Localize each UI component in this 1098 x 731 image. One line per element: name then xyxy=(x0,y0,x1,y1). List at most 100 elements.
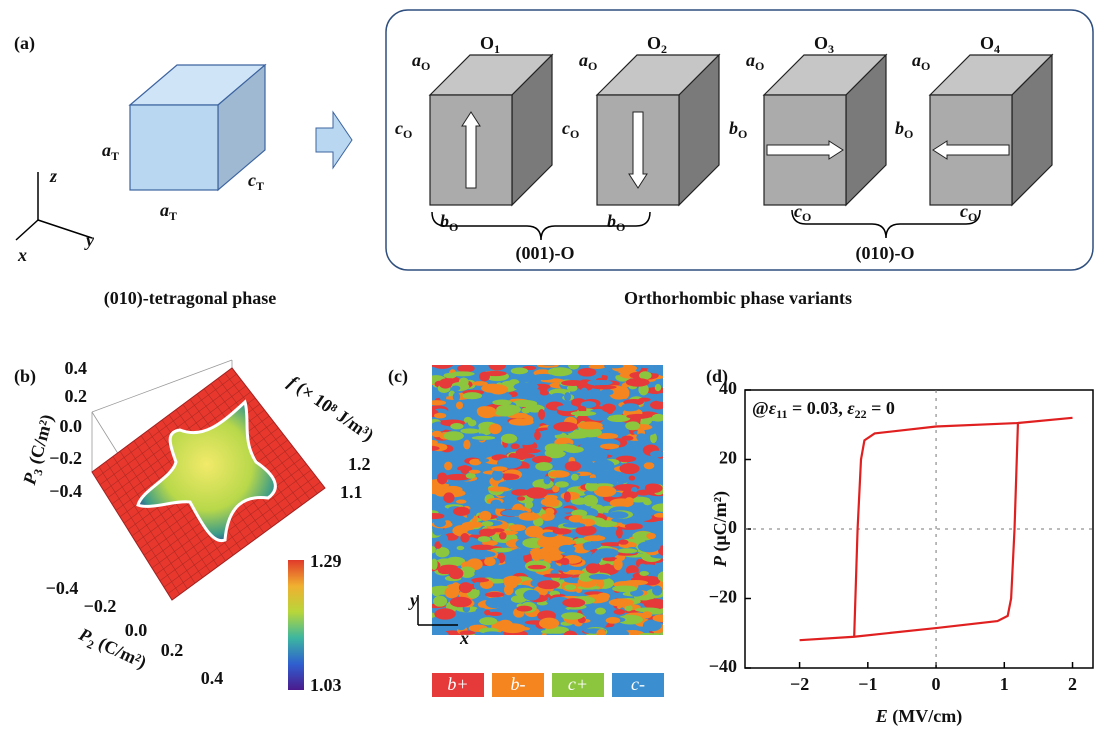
domain xyxy=(644,462,655,469)
lattice-label: cO xyxy=(562,118,579,141)
text-part: c xyxy=(395,118,403,138)
text-part: O xyxy=(755,59,764,73)
domain xyxy=(617,548,637,553)
domain xyxy=(443,486,463,494)
domain xyxy=(451,385,460,390)
domain xyxy=(580,388,588,399)
domain xyxy=(555,481,569,487)
domain xyxy=(437,473,448,485)
page: { "panel_a":{"label":"(a)", "tetragonal"… xyxy=(0,0,1098,731)
domain xyxy=(517,496,525,501)
domain xyxy=(479,511,491,521)
domain xyxy=(625,497,634,504)
domain xyxy=(606,617,621,624)
domain xyxy=(621,403,639,411)
domain xyxy=(428,485,444,494)
text-part: 11 xyxy=(776,407,787,421)
domain xyxy=(456,402,463,410)
figure: (a)aTaTcTzyx(010)-tetragonal phaseO1aOcO… xyxy=(0,0,1098,731)
domain xyxy=(525,501,534,509)
domain xyxy=(645,484,659,491)
text-part: O xyxy=(802,210,811,224)
domain xyxy=(636,490,650,496)
domain xyxy=(564,392,571,401)
colorbar-label: 1.03 xyxy=(310,675,342,695)
lattice-label: aO xyxy=(412,50,430,73)
domain xyxy=(562,598,585,607)
domain xyxy=(421,446,440,451)
domain xyxy=(460,465,469,474)
variant-name: O3 xyxy=(814,33,834,56)
domain xyxy=(516,606,532,612)
domain xyxy=(544,476,551,484)
domain xyxy=(427,400,446,405)
domain xyxy=(457,365,475,373)
domain xyxy=(591,385,617,389)
domain xyxy=(583,478,606,484)
domain xyxy=(500,623,526,633)
axis-name: y xyxy=(408,590,419,610)
text-part: b xyxy=(440,211,449,231)
text-part: O xyxy=(421,59,430,73)
axis-arrow xyxy=(38,220,92,238)
text-part: a xyxy=(912,50,921,70)
domain xyxy=(453,507,470,516)
plot-frame xyxy=(745,390,1093,668)
domain xyxy=(423,630,449,639)
domain xyxy=(535,462,553,471)
domain xyxy=(595,608,606,615)
text-part: O xyxy=(738,127,747,141)
domain xyxy=(474,571,482,576)
tick-label: 0.0 xyxy=(60,416,83,436)
text-part: b xyxy=(729,118,738,138)
domain xyxy=(587,380,612,386)
domain xyxy=(489,424,502,435)
domain xyxy=(514,382,539,391)
domain xyxy=(460,533,469,543)
domain xyxy=(462,521,483,527)
text-part: b xyxy=(607,211,616,231)
panel-label: (b) xyxy=(14,366,36,387)
cube-front xyxy=(130,105,218,190)
colorbar xyxy=(288,560,304,690)
axis-name: z xyxy=(49,166,57,186)
domain xyxy=(533,374,555,380)
domain xyxy=(459,377,469,386)
domain xyxy=(491,528,504,532)
domain xyxy=(537,580,560,589)
domain xyxy=(444,431,464,440)
caption: (010)-tetragonal phase xyxy=(104,288,276,309)
domain xyxy=(450,597,472,608)
domain xyxy=(460,496,482,500)
domain xyxy=(472,436,496,440)
domain xyxy=(613,558,622,570)
domain xyxy=(484,557,496,566)
domain xyxy=(589,574,611,580)
domain xyxy=(616,528,623,537)
text-part: O xyxy=(904,127,913,141)
domain xyxy=(541,630,559,634)
text-part: c xyxy=(248,170,256,190)
variant-name: O2 xyxy=(647,33,667,56)
x-tick-label: −2 xyxy=(790,674,809,694)
text-part: c xyxy=(562,118,570,138)
domain xyxy=(477,406,497,418)
domain xyxy=(482,521,494,526)
domain xyxy=(460,428,479,433)
lattice-label: bO xyxy=(607,211,625,234)
domain xyxy=(609,598,634,606)
text-part: T xyxy=(111,149,119,163)
domain xyxy=(485,597,503,608)
domain xyxy=(440,394,447,401)
domain xyxy=(439,378,452,388)
domain xyxy=(559,545,576,553)
legend-label: c+ xyxy=(568,674,588,694)
domain xyxy=(521,407,530,413)
domain xyxy=(564,584,576,590)
text-part: (MV/cm) xyxy=(888,706,962,727)
domain xyxy=(457,546,465,550)
domain xyxy=(541,498,560,507)
lattice-label: cO xyxy=(395,118,412,141)
tick-label: 1.2 xyxy=(348,454,371,474)
domain xyxy=(561,612,583,619)
